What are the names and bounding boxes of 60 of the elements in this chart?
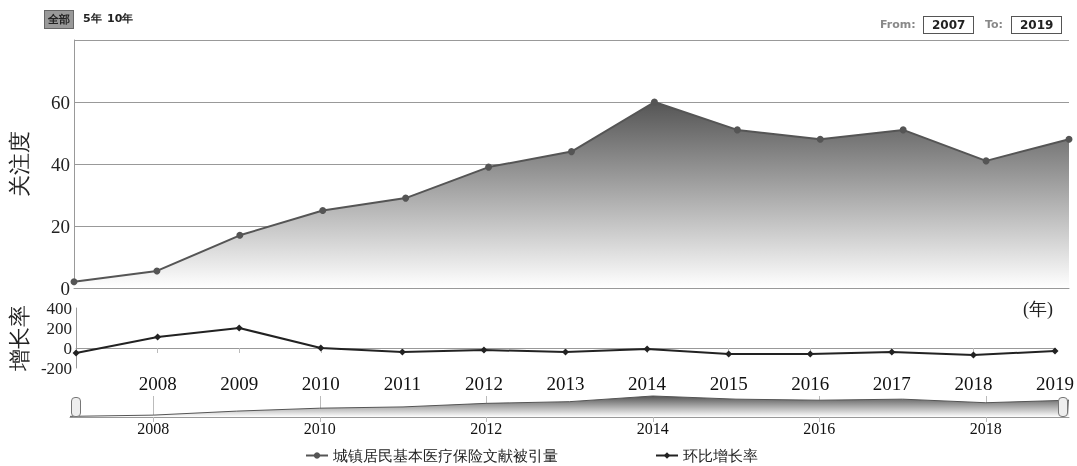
text: 10年 — [106, 11, 135, 27]
point — [236, 231, 244, 239]
y-tick-label: 60 — [51, 91, 70, 113]
x-tick-label: 2010 — [301, 373, 340, 394]
point — [398, 348, 406, 356]
text: To: — [985, 18, 1003, 31]
x-tick-label: 2009 — [220, 373, 259, 394]
x-tick-label: 2015 — [709, 373, 748, 394]
legend-label: 城镇居民基本医疗保险文献被引量 — [332, 447, 558, 464]
point — [319, 207, 327, 214]
point — [1051, 347, 1059, 355]
y-tick-label: 400 — [46, 298, 73, 318]
y-tick-label: 200 — [46, 318, 73, 338]
x-tick-label: 2018 — [954, 373, 993, 394]
x-tick-label: 2013 — [546, 373, 585, 394]
legend-label: 环比增长率 — [683, 447, 758, 464]
x-tick-label: 2012 — [464, 373, 503, 394]
x-tick-label: 2012 — [470, 419, 503, 437]
point — [154, 333, 162, 341]
text: From: — [880, 18, 916, 31]
x-tick-label: 2019 — [1036, 373, 1074, 394]
y-tick-label: 0 — [60, 277, 70, 299]
y-tick-label: 20 — [51, 215, 70, 237]
point — [888, 348, 896, 356]
y-tick-label: 0 — [63, 338, 73, 358]
x-tick-label: 2008 — [137, 419, 170, 437]
x-tick-label: 2008 — [138, 373, 177, 394]
y-axis-title: 增长率 — [6, 305, 32, 372]
text: 全部 — [44, 10, 74, 29]
x-tick-label: 2016 — [803, 419, 836, 437]
point — [562, 348, 570, 356]
point — [235, 324, 243, 332]
point — [643, 345, 651, 353]
point — [733, 126, 741, 134]
x-axis-title: (年) — [1023, 299, 1053, 320]
x-tick-label: 2011 — [383, 373, 422, 394]
point — [317, 344, 325, 352]
x-tick-label: 2010 — [303, 419, 336, 437]
x-tick-label: 2014 — [636, 419, 669, 437]
x-tick-label: 2017 — [872, 373, 911, 394]
point — [402, 194, 410, 202]
point — [480, 346, 488, 354]
text: 2019 — [1011, 16, 1063, 34]
x-tick-label: 2018 — [969, 419, 1002, 437]
point — [1065, 135, 1073, 143]
x-tick-label: 2014 — [628, 373, 667, 394]
point — [899, 126, 907, 134]
point — [72, 349, 80, 357]
point — [568, 148, 575, 156]
point — [969, 351, 977, 359]
point — [816, 135, 824, 143]
text: 2007 — [923, 16, 975, 34]
x-tick-label: 2016 — [791, 373, 830, 394]
point — [806, 350, 814, 358]
point — [485, 163, 493, 171]
y-tick-label: -200 — [40, 358, 73, 378]
text: 5年 — [82, 11, 103, 27]
y-axis-title: 关注度 — [6, 131, 32, 197]
point — [70, 278, 78, 286]
y-tick-label: 40 — [51, 153, 70, 175]
